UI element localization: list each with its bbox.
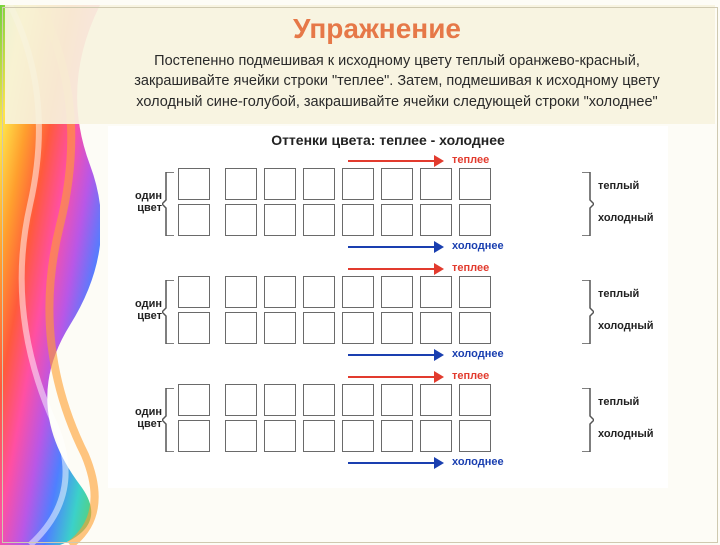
color-cell	[178, 384, 210, 416]
cold-arrow: холоднее	[348, 348, 528, 362]
header-block: Упражнение Постепенно подмешивая к исход…	[5, 5, 715, 124]
color-cell	[459, 168, 491, 200]
color-cell	[264, 204, 296, 236]
warm-label: теплый	[598, 288, 639, 300]
right-bracket-icon	[582, 172, 594, 236]
grid: теплее холоднее	[178, 370, 578, 478]
cells-row	[178, 204, 578, 236]
color-cell	[381, 168, 413, 200]
color-cell	[420, 276, 452, 308]
right-labels: теплый холодный	[596, 370, 660, 478]
color-cell	[264, 384, 296, 416]
color-cell	[225, 312, 257, 344]
color-cell	[225, 168, 257, 200]
color-cell	[342, 420, 374, 452]
left-bracket-icon	[162, 388, 174, 452]
color-cell	[264, 168, 296, 200]
cold-arrow: холоднее	[348, 240, 528, 254]
page-title: Упражнение	[65, 13, 689, 45]
color-cell	[381, 384, 413, 416]
color-cell	[342, 276, 374, 308]
color-block: одинцвет теплее холоднее теплый холодный	[116, 262, 660, 370]
color-cell	[342, 312, 374, 344]
right-bracket-icon	[582, 280, 594, 344]
color-cell	[381, 204, 413, 236]
right-bracket-icon	[582, 388, 594, 452]
left-label: одинцвет	[116, 154, 164, 262]
warm-label: теплый	[598, 396, 639, 408]
grid: теплее холоднее	[178, 262, 578, 370]
cells-row	[178, 384, 578, 416]
cells-row	[178, 312, 578, 344]
cells-row	[178, 276, 578, 308]
left-label: одинцвет	[116, 262, 164, 370]
color-cell	[303, 276, 335, 308]
color-cell	[420, 204, 452, 236]
diagram-area: Оттенки цвета: теплее - холоднее одинцве…	[108, 126, 668, 488]
color-cell	[225, 384, 257, 416]
cold-label: холодный	[598, 428, 654, 440]
color-cell	[342, 384, 374, 416]
color-cell	[420, 312, 452, 344]
color-cell	[342, 204, 374, 236]
left-bracket-icon	[162, 280, 174, 344]
warm-arrow: теплее	[348, 262, 528, 276]
cold-label: холодный	[598, 212, 654, 224]
warm-arrow: теплее	[348, 154, 528, 168]
color-cell	[178, 276, 210, 308]
color-cell	[420, 420, 452, 452]
color-cell	[459, 420, 491, 452]
color-cell	[459, 384, 491, 416]
color-cell	[420, 384, 452, 416]
color-cell	[178, 420, 210, 452]
color-cell	[264, 276, 296, 308]
color-cell	[342, 168, 374, 200]
color-cell	[225, 420, 257, 452]
color-cell	[459, 276, 491, 308]
color-cell	[178, 312, 210, 344]
left-label: одинцвет	[116, 370, 164, 478]
cells-row	[178, 420, 578, 452]
cold-arrow: холоднее	[348, 456, 528, 470]
color-cell	[303, 312, 335, 344]
color-cell	[381, 420, 413, 452]
color-cell	[303, 204, 335, 236]
right-labels: теплый холодный	[596, 262, 660, 370]
color-cell	[303, 384, 335, 416]
color-block: одинцвет теплее холоднее теплый холодный	[116, 370, 660, 478]
color-cell	[303, 168, 335, 200]
left-bracket-icon	[162, 172, 174, 236]
color-cell	[303, 420, 335, 452]
color-cell	[178, 204, 210, 236]
diagram-title: Оттенки цвета: теплее - холоднее	[116, 132, 660, 148]
color-cell	[381, 276, 413, 308]
right-labels: теплый холодный	[596, 154, 660, 262]
color-cell	[459, 204, 491, 236]
color-cell	[459, 312, 491, 344]
warm-label: теплый	[598, 180, 639, 192]
color-cell	[420, 168, 452, 200]
warm-arrow: теплее	[348, 370, 528, 384]
color-cell	[264, 420, 296, 452]
color-block: одинцвет теплее холоднее теплый холодный	[116, 154, 660, 262]
cells-row	[178, 168, 578, 200]
color-cell	[178, 168, 210, 200]
instructions-text: Постепенно подмешивая к исходному цвету …	[105, 51, 689, 112]
color-cell	[381, 312, 413, 344]
color-cell	[264, 312, 296, 344]
cold-label: холодный	[598, 320, 654, 332]
color-cell	[225, 204, 257, 236]
color-cell	[225, 276, 257, 308]
grid: теплее холоднее	[178, 154, 578, 262]
